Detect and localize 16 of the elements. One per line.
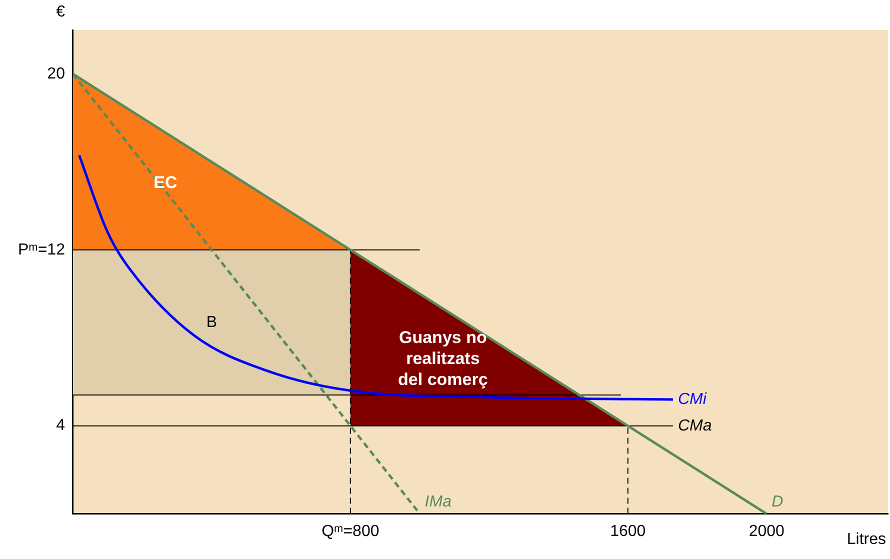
- series-label: D: [772, 493, 784, 510]
- x-axis-title: Litres: [846, 531, 886, 548]
- y-tick-label: 4: [56, 417, 66, 434]
- series-label: CMi: [678, 390, 707, 408]
- series-label: EC: [154, 172, 178, 192]
- x-tick-label: 1600: [610, 522, 646, 540]
- y-tick-label: Pᵐ=12: [18, 241, 66, 258]
- series-label: B: [206, 314, 218, 331]
- line-series: [78, 154, 674, 401]
- x-tick-label: Qᵐ=800: [322, 522, 380, 540]
- series-label: CMa: [678, 417, 712, 434]
- y-axis-title: €: [56, 3, 66, 20]
- y-tick-label: 20: [47, 65, 66, 82]
- series-label: IMa: [424, 493, 452, 510]
- x-tick-label: 2000: [748, 522, 785, 540]
- series-label: Guanys no realitzats del comerç: [398, 328, 488, 389]
